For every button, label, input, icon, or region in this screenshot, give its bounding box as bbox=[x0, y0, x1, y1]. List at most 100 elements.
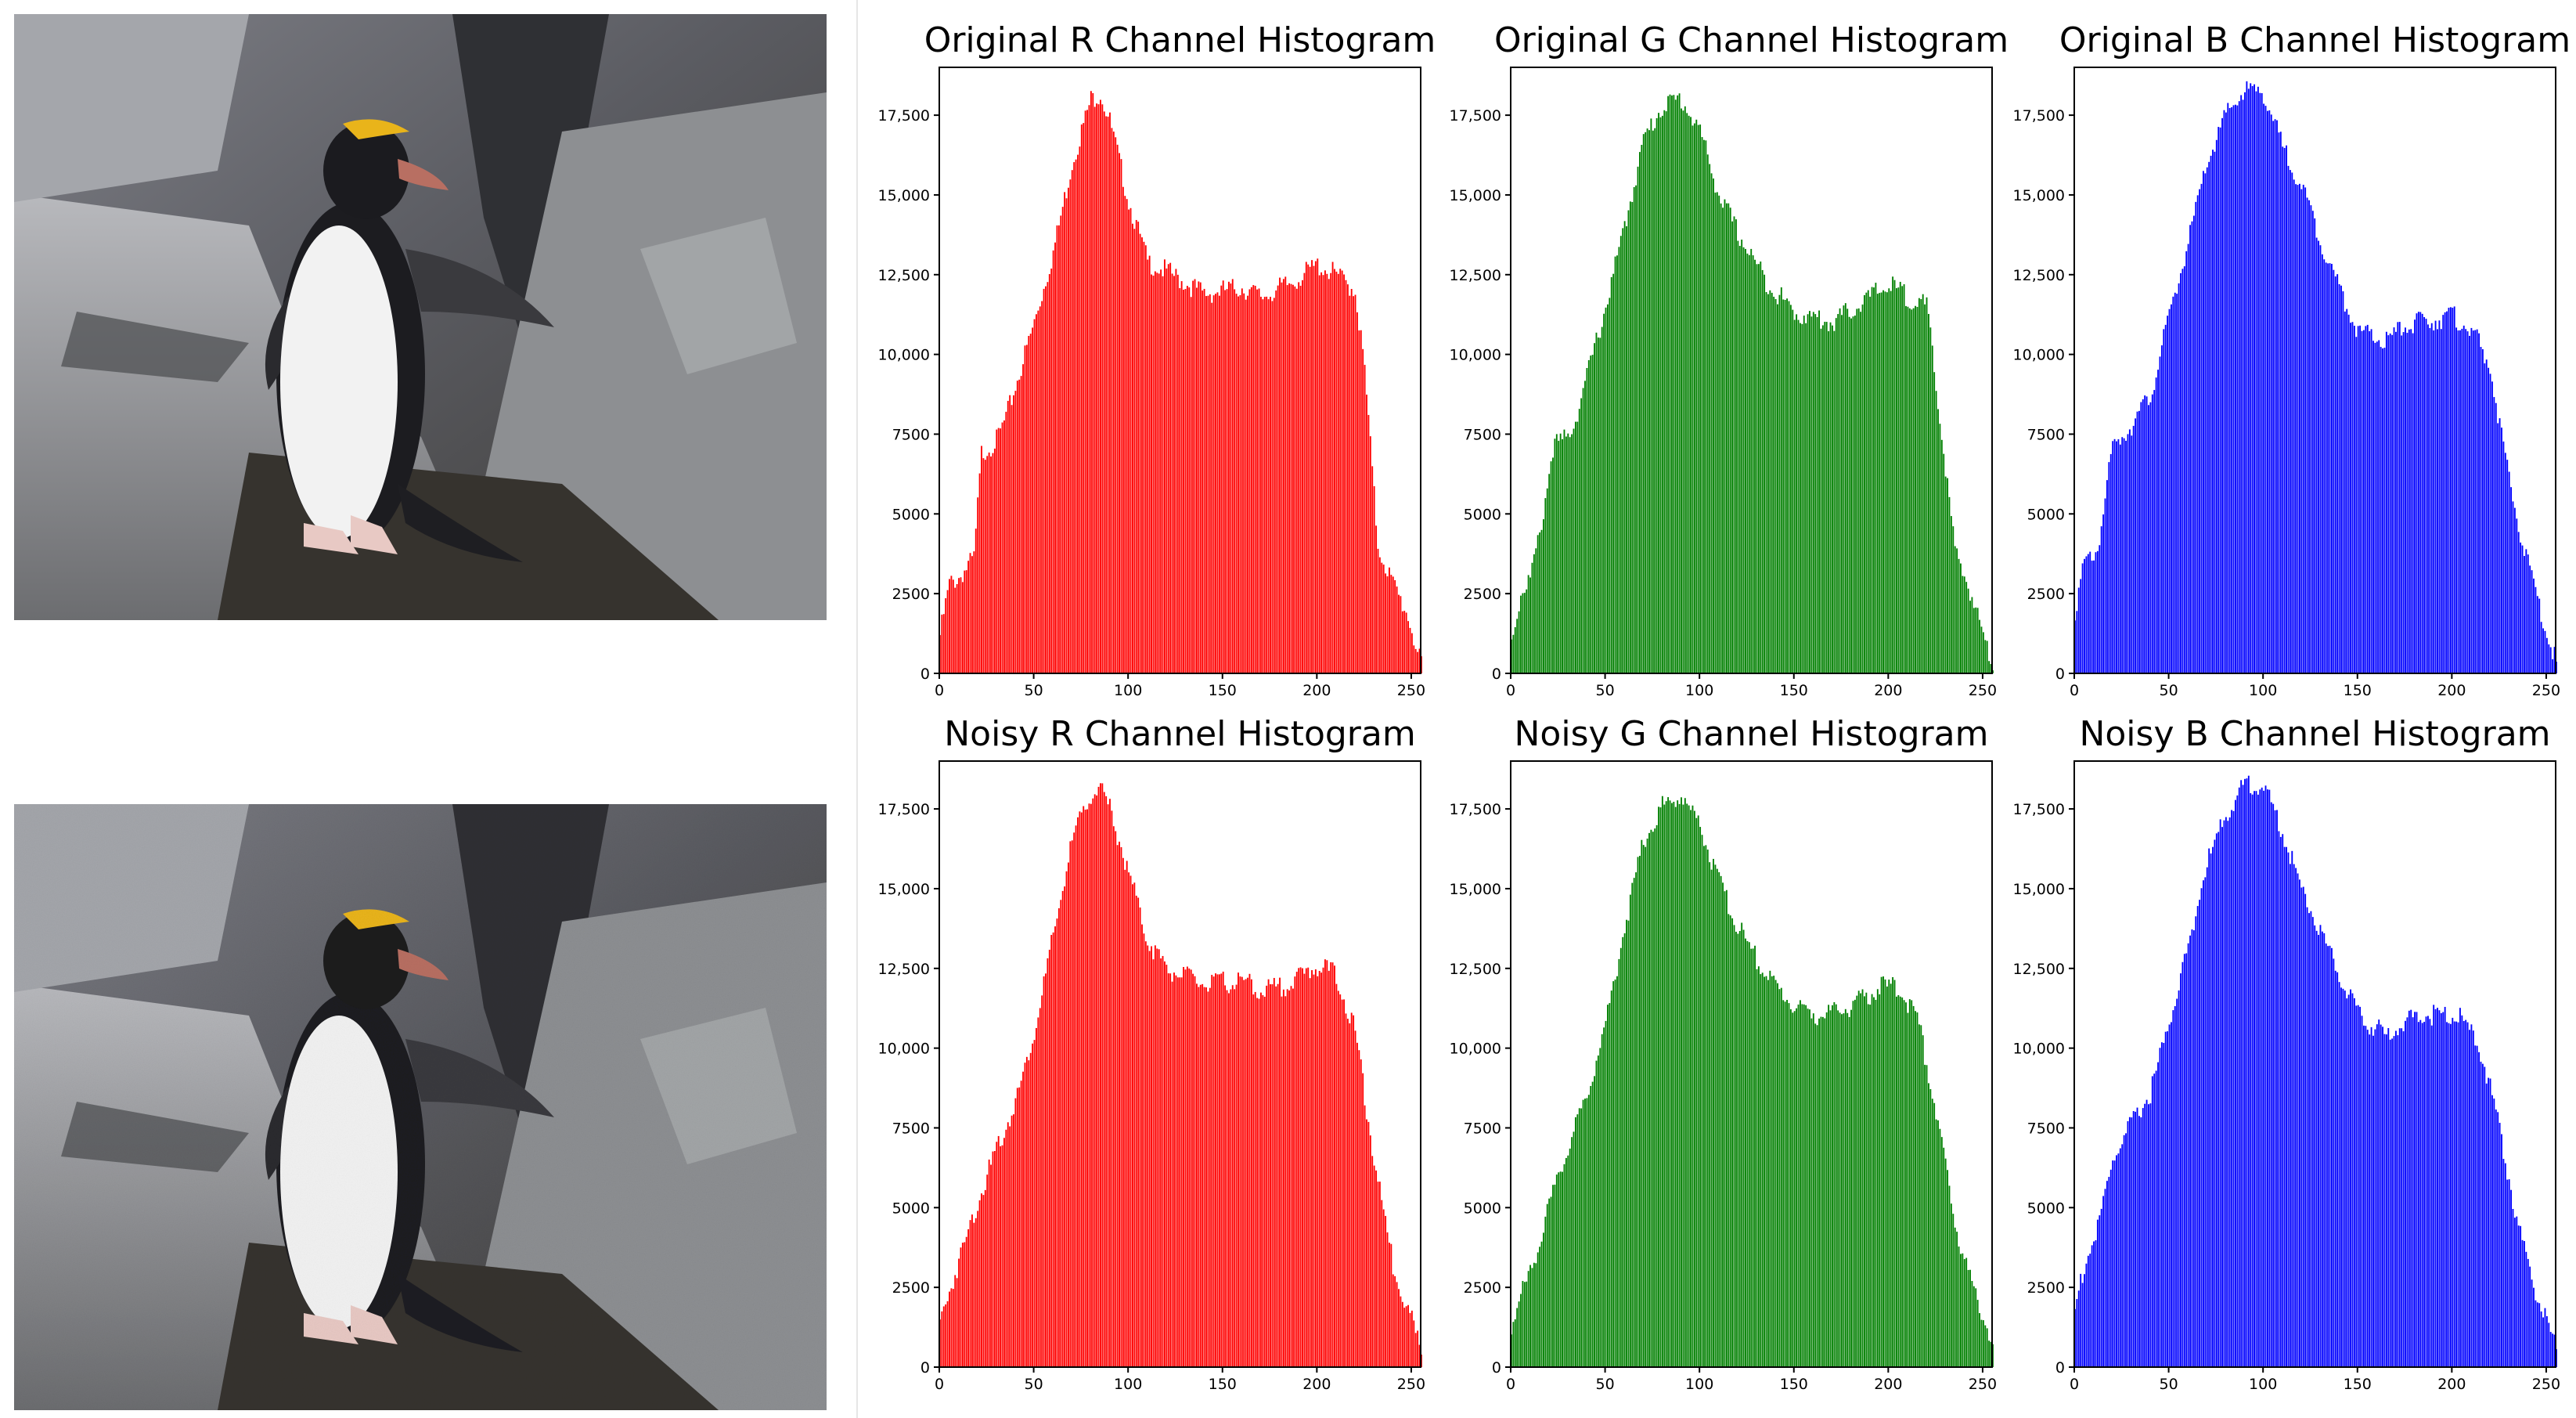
histogram-bar bbox=[1931, 345, 1933, 673]
histogram-bar bbox=[2187, 244, 2189, 673]
histogram-bar bbox=[1748, 254, 1750, 673]
histogram-bar bbox=[1331, 962, 1334, 1367]
histogram-bar bbox=[2314, 218, 2316, 673]
histogram-bar bbox=[1218, 295, 1220, 673]
histogram-bar bbox=[1807, 314, 1809, 673]
histogram-bar bbox=[1788, 1003, 1790, 1367]
histogram-bar bbox=[2259, 92, 2261, 673]
histogram-bar bbox=[1975, 1288, 1977, 1367]
histogram-bar bbox=[2536, 1302, 2538, 1367]
histogram-bar bbox=[2172, 1010, 2174, 1367]
histogram-bar bbox=[2327, 946, 2329, 1367]
histogram-bar bbox=[2204, 173, 2207, 673]
histogram-bar bbox=[1843, 1013, 1845, 1367]
histogram-bar bbox=[2196, 195, 2199, 673]
histogram-bar bbox=[1565, 436, 1567, 673]
histogram-bar bbox=[1832, 1005, 1833, 1367]
histogram-bar bbox=[2552, 1333, 2554, 1367]
histogram-bar bbox=[1944, 1158, 1947, 1367]
histogram-bar bbox=[1228, 281, 1230, 673]
histogram-bar bbox=[1073, 162, 1075, 674]
histogram-bar bbox=[1607, 1005, 1609, 1367]
histogram-bar bbox=[2108, 462, 2110, 673]
histogram-bar bbox=[1139, 907, 1141, 1367]
histogram-bar bbox=[975, 529, 977, 673]
histogram-bar bbox=[1350, 1012, 1353, 1367]
histogram-bar bbox=[1722, 882, 1724, 1367]
histogram-bar bbox=[2442, 1012, 2444, 1367]
histogram-bar bbox=[2123, 1135, 2125, 1367]
histogram-bar bbox=[2104, 498, 2106, 673]
histogram-bar bbox=[1812, 1013, 1814, 1367]
histogram-bar bbox=[1586, 367, 1588, 673]
y-tick-label: 2500 bbox=[892, 1279, 930, 1297]
histogram-bar bbox=[1107, 804, 1109, 1367]
histogram-bar bbox=[1990, 1341, 1992, 1367]
histogram-bar bbox=[1192, 973, 1194, 1367]
histogram-bar bbox=[2457, 1022, 2459, 1367]
histogram-bar bbox=[2461, 1015, 2463, 1367]
histogram-bar bbox=[2365, 1026, 2367, 1367]
histogram-bar bbox=[1068, 862, 1069, 1367]
histogram-svg: Original R Channel Histogram025005000750… bbox=[878, 20, 1436, 699]
histogram-bar bbox=[1060, 900, 1062, 1367]
histogram-bar bbox=[2521, 1239, 2524, 1367]
histogram-bar bbox=[1009, 395, 1011, 673]
histogram-bar bbox=[1757, 966, 1760, 1367]
histogram-bar bbox=[1371, 466, 1374, 673]
histogram-bar bbox=[1267, 979, 1270, 1367]
histogram-bar bbox=[1313, 265, 1315, 673]
histogram-bar bbox=[1767, 294, 1769, 673]
histogram-bar bbox=[1231, 279, 1234, 673]
histogram-bar bbox=[1382, 565, 1385, 673]
histogram-bar bbox=[1254, 286, 1256, 673]
histogram-bar bbox=[1522, 1280, 1524, 1367]
histogram-bar bbox=[2370, 329, 2372, 673]
histogram-bar bbox=[1407, 1304, 1409, 1367]
histogram-bar bbox=[2318, 240, 2319, 673]
histogram-bar bbox=[1056, 225, 1058, 673]
histogram-bar bbox=[2149, 1103, 2152, 1367]
histogram-bar bbox=[2310, 911, 2312, 1367]
histogram-bar bbox=[2366, 324, 2369, 673]
histogram-bar bbox=[1199, 984, 1202, 1367]
histogram-bar bbox=[1789, 1008, 1792, 1367]
histogram-bar bbox=[2123, 438, 2125, 673]
histogram-bar bbox=[1343, 274, 1345, 673]
histogram-bar bbox=[2149, 402, 2152, 673]
histogram-bar bbox=[1793, 1011, 1796, 1367]
histogram-bar bbox=[1805, 323, 1807, 673]
histogram-bar bbox=[2355, 1005, 2358, 1367]
histogram-bar bbox=[1774, 980, 1777, 1367]
histogram-bar bbox=[2319, 925, 2322, 1367]
histogram-bar bbox=[1369, 436, 1371, 673]
histogram-bar bbox=[1173, 972, 1175, 1367]
histogram-bar bbox=[1718, 871, 1720, 1367]
histogram-bar bbox=[2113, 1160, 2116, 1367]
histogram-bar bbox=[1746, 253, 1749, 674]
histogram-bar bbox=[964, 1242, 966, 1367]
histogram-bar bbox=[2254, 791, 2255, 1367]
histogram-bar bbox=[1710, 869, 1713, 1367]
histogram-bar bbox=[1975, 607, 1977, 673]
histogram-bar bbox=[996, 429, 998, 673]
histogram-bar bbox=[1629, 894, 1631, 1367]
histogram-bar bbox=[1050, 269, 1053, 673]
histogram-bar bbox=[978, 473, 981, 673]
histogram-bar bbox=[2544, 1308, 2546, 1367]
histogram-bar bbox=[1962, 1253, 1964, 1367]
histogram-bar bbox=[2410, 1009, 2412, 1367]
histogram-bar bbox=[2405, 1020, 2406, 1367]
histogram-bar bbox=[1262, 995, 1264, 1367]
histogram-bar bbox=[1864, 996, 1865, 1367]
histogram-bar bbox=[2125, 440, 2127, 673]
histogram-bar bbox=[2223, 110, 2225, 673]
histogram-bar bbox=[1366, 394, 1367, 673]
histogram-bar bbox=[1141, 924, 1143, 1367]
x-tick-label: 0 bbox=[2070, 1376, 2079, 1393]
histogram-bar bbox=[2100, 526, 2102, 673]
x-tick-label: 150 bbox=[2344, 1376, 2372, 1393]
histogram-bar bbox=[1844, 303, 1846, 673]
histogram-bar bbox=[1184, 969, 1187, 1367]
histogram-bar bbox=[2338, 982, 2340, 1367]
